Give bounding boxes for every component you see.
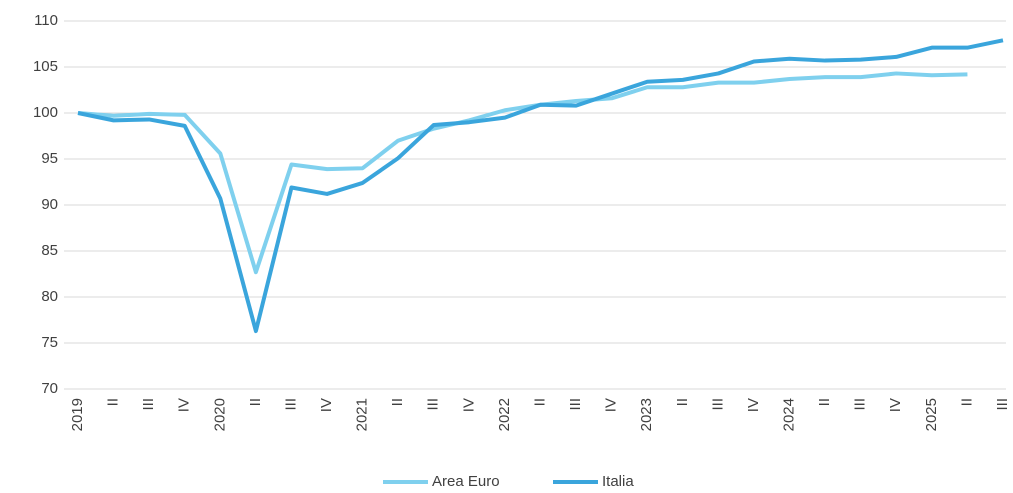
x-tick-label: III bbox=[709, 398, 726, 411]
x-tick-label: IV bbox=[603, 398, 620, 412]
x-tick-label: IV bbox=[887, 398, 904, 412]
x-tick-label: III bbox=[852, 398, 869, 411]
y-tick-label: 100 bbox=[33, 104, 58, 121]
x-tick-label: II bbox=[247, 398, 264, 406]
series-line bbox=[77, 38, 1004, 334]
series-line bbox=[77, 71, 968, 275]
x-tick-label: II bbox=[674, 398, 691, 406]
y-tick-label: 110 bbox=[34, 12, 58, 29]
x-tick-label: II bbox=[389, 398, 406, 406]
x-tick-label: III bbox=[425, 398, 442, 411]
y-tick-label: 85 bbox=[41, 242, 58, 259]
x-tick-label: 2022 bbox=[496, 398, 513, 431]
y-tick-label: 70 bbox=[41, 380, 58, 397]
y-tick-label: 90 bbox=[41, 196, 58, 213]
x-tick-label: II bbox=[816, 398, 833, 406]
y-tick-label: 105 bbox=[33, 58, 58, 75]
x-tick-label: 2019 bbox=[69, 398, 86, 431]
legend-label: Italia bbox=[602, 473, 634, 490]
y-tick-label: 75 bbox=[41, 334, 58, 351]
y-tick-label: 80 bbox=[41, 288, 58, 305]
x-tick-label: IV bbox=[745, 398, 762, 412]
legend-label: Area Euro bbox=[432, 473, 500, 490]
x-tick-label: 2024 bbox=[781, 398, 798, 431]
x-tick-label: III bbox=[994, 398, 1011, 411]
x-tick-label: IV bbox=[318, 398, 335, 412]
x-tick-label: II bbox=[958, 398, 975, 406]
x-tick-label: II bbox=[531, 398, 548, 406]
y-tick-label: 95 bbox=[41, 150, 58, 167]
x-tick-label: 2021 bbox=[354, 398, 371, 431]
x-tick-label: III bbox=[140, 398, 157, 411]
x-tick-label: IV bbox=[176, 398, 193, 412]
x-tick-label: II bbox=[105, 398, 122, 406]
x-tick-label: III bbox=[567, 398, 584, 411]
x-tick-label: 2023 bbox=[638, 398, 655, 431]
x-tick-label: 2020 bbox=[211, 398, 228, 431]
x-tick-label: IV bbox=[460, 398, 477, 412]
x-tick-label: 2025 bbox=[923, 398, 940, 431]
x-tick-label: III bbox=[282, 398, 299, 411]
